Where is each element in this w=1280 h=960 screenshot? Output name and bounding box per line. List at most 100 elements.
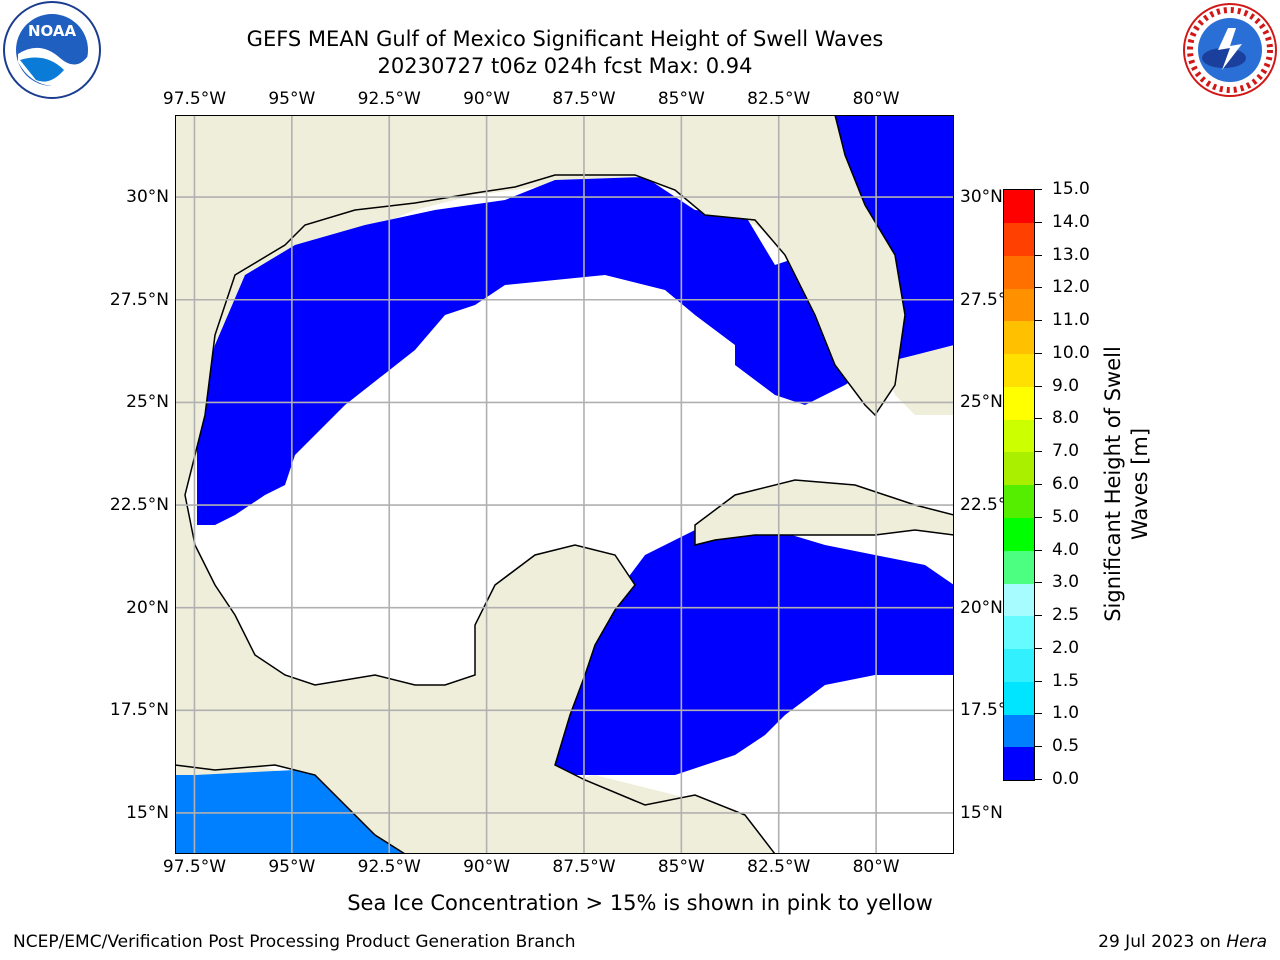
colorbar-tick-mark [1034,254,1042,256]
colorbar-label-line2: Waves [m] [1128,427,1152,541]
lat-tick-label: 25°N [126,392,169,413]
colorbar-tick-mark [1034,385,1042,387]
colorbar-tick-label: 0.5 [1052,736,1080,757]
colorbar-tick-label: 2.0 [1052,637,1080,658]
colorbar-tick-mark [1034,451,1042,453]
lon-tick-label: 82.5°W [747,857,811,877]
colorbar-tick-label: 1.0 [1052,703,1080,724]
lon-tick-label: 97.5°W [162,857,227,877]
footer-credit: NCEP/EMC/Verification Post Processing Pr… [13,932,576,952]
lat-tick-label: 17.5°N [109,700,169,721]
colorbar-segment [1004,222,1034,256]
colorbar-segment [1004,747,1034,781]
colorbar-tick-mark [1034,680,1042,682]
colorbar-segment [1004,288,1034,322]
lat-tick-label: 27.5°N [109,289,169,310]
lat-tick-label: 30°N [126,187,169,208]
colorbar-segment [1004,255,1034,289]
lon-tick-label: 97.5°W [162,89,227,109]
colorbar-tick-label: 8.0 [1052,408,1080,429]
colorbar-tick-label: 10.0 [1052,342,1090,363]
nws-logo-icon [1183,3,1277,97]
colorbar-tick-mark [1034,221,1042,223]
swell-field-caribbean [550,525,954,775]
lon-tick-label: 80°W [852,89,900,109]
lon-tick-label: 82.5°W [747,89,811,109]
lon-tick-label: 92.5°W [357,89,421,109]
colorbar-tick-label: 4.0 [1052,539,1080,560]
colorbar-tick-mark [1034,615,1042,617]
lon-tick-label: 85°W [657,857,705,877]
lon-tick-label: 92.5°W [357,857,421,877]
colorbar-tick-label: 7.0 [1052,441,1080,462]
colorbar-segment [1004,452,1034,486]
colorbar-tick-label: 2.5 [1052,605,1080,626]
lon-tick-label: 95°W [268,857,316,877]
colorbar-tick-mark [1034,779,1042,780]
colorbar-tick-label: 0.0 [1052,769,1080,789]
colorbar-tick-mark [1034,582,1042,584]
colorbar-segment [1004,353,1034,387]
sea-ice-note: Sea Ice Concentration > 15% is shown in … [347,891,933,915]
gulf-of-mexico-map [175,115,954,854]
lat-tick-label: 30°N [960,187,1003,208]
lon-tick-label: 80°W [852,857,900,877]
colorbar-tick-mark [1034,549,1042,551]
noaa-logo-text: NOAA [28,22,77,40]
colorbar-tick-label: 11.0 [1052,310,1090,331]
lat-tick-label: 20°N [126,597,169,618]
colorbar [1003,189,1035,781]
lat-tick-label: 22.5°N [109,495,169,516]
colorbar-segment [1004,321,1034,355]
colorbar-segment [1004,616,1034,650]
colorbar-tick-mark [1034,189,1042,190]
colorbar-tick-label: 5.0 [1052,506,1080,527]
lon-tick-label: 90°W [463,89,511,109]
lat-tick-label: 25°N [960,392,1003,413]
colorbar-tick-label: 12.0 [1052,277,1090,298]
lon-tick-label: 87.5°W [552,89,616,109]
colorbar-tick-mark [1034,418,1042,420]
colorbar-tick-mark [1034,647,1042,649]
chart-subtitle: 20230727 t06z 024h fcst Max: 0.94 [377,54,753,78]
swell-field-north [197,177,785,525]
lat-tick-label: 15°N [126,802,169,823]
noaa-logo-icon: NOAA [3,1,101,99]
footer-host: Hera [1226,932,1267,952]
colorbar-segment [1004,386,1034,420]
colorbar-tick-mark [1034,484,1042,485]
colorbar-segment [1004,648,1034,682]
map-grid [175,115,954,854]
colorbar-tick-label: 3.0 [1052,572,1080,593]
colorbar-segment [1004,190,1034,223]
colorbar-segment [1004,517,1034,551]
colorbar-tick-label: 13.0 [1052,244,1090,265]
colorbar-segment [1004,714,1034,748]
swell-field-pacific [175,770,405,854]
colorbar-tick-mark [1034,352,1042,354]
lon-tick-label: 87.5°W [552,857,616,877]
colorbar-segment [1004,681,1034,715]
colorbar-tick-label: 14.0 [1052,211,1090,232]
colorbar-tick-mark [1034,516,1042,518]
colorbar-tick-mark [1034,287,1042,289]
land-mexico-yucatan [175,115,906,854]
footer-date: 29 Jul 2023 on Hera [1098,932,1267,952]
colorbar-tick-mark [1034,320,1042,322]
colorbar-segment [1004,550,1034,584]
colorbar-segment [1004,583,1034,617]
lon-tick-label: 85°W [657,89,705,109]
chart-title: GEFS MEAN Gulf of Mexico Significant Hei… [246,27,884,51]
colorbar-segment [1004,419,1034,453]
lat-tick-label: 15°N [960,802,1003,823]
colorbar-tick-label: 9.0 [1052,375,1080,396]
colorbar-tick-mark [1034,713,1042,715]
swell-field-atlantic [835,115,954,325]
colorbar-segment [1004,485,1034,518]
lon-tick-label: 95°W [268,89,316,109]
colorbar-label-line1: Significant Height of Swell [1101,346,1125,622]
colorbar-tick-label: 15.0 [1052,179,1090,199]
colorbar-tick-label: 1.5 [1052,670,1080,691]
lat-tick-label: 20°N [960,597,1003,618]
land-cuba [694,479,954,546]
